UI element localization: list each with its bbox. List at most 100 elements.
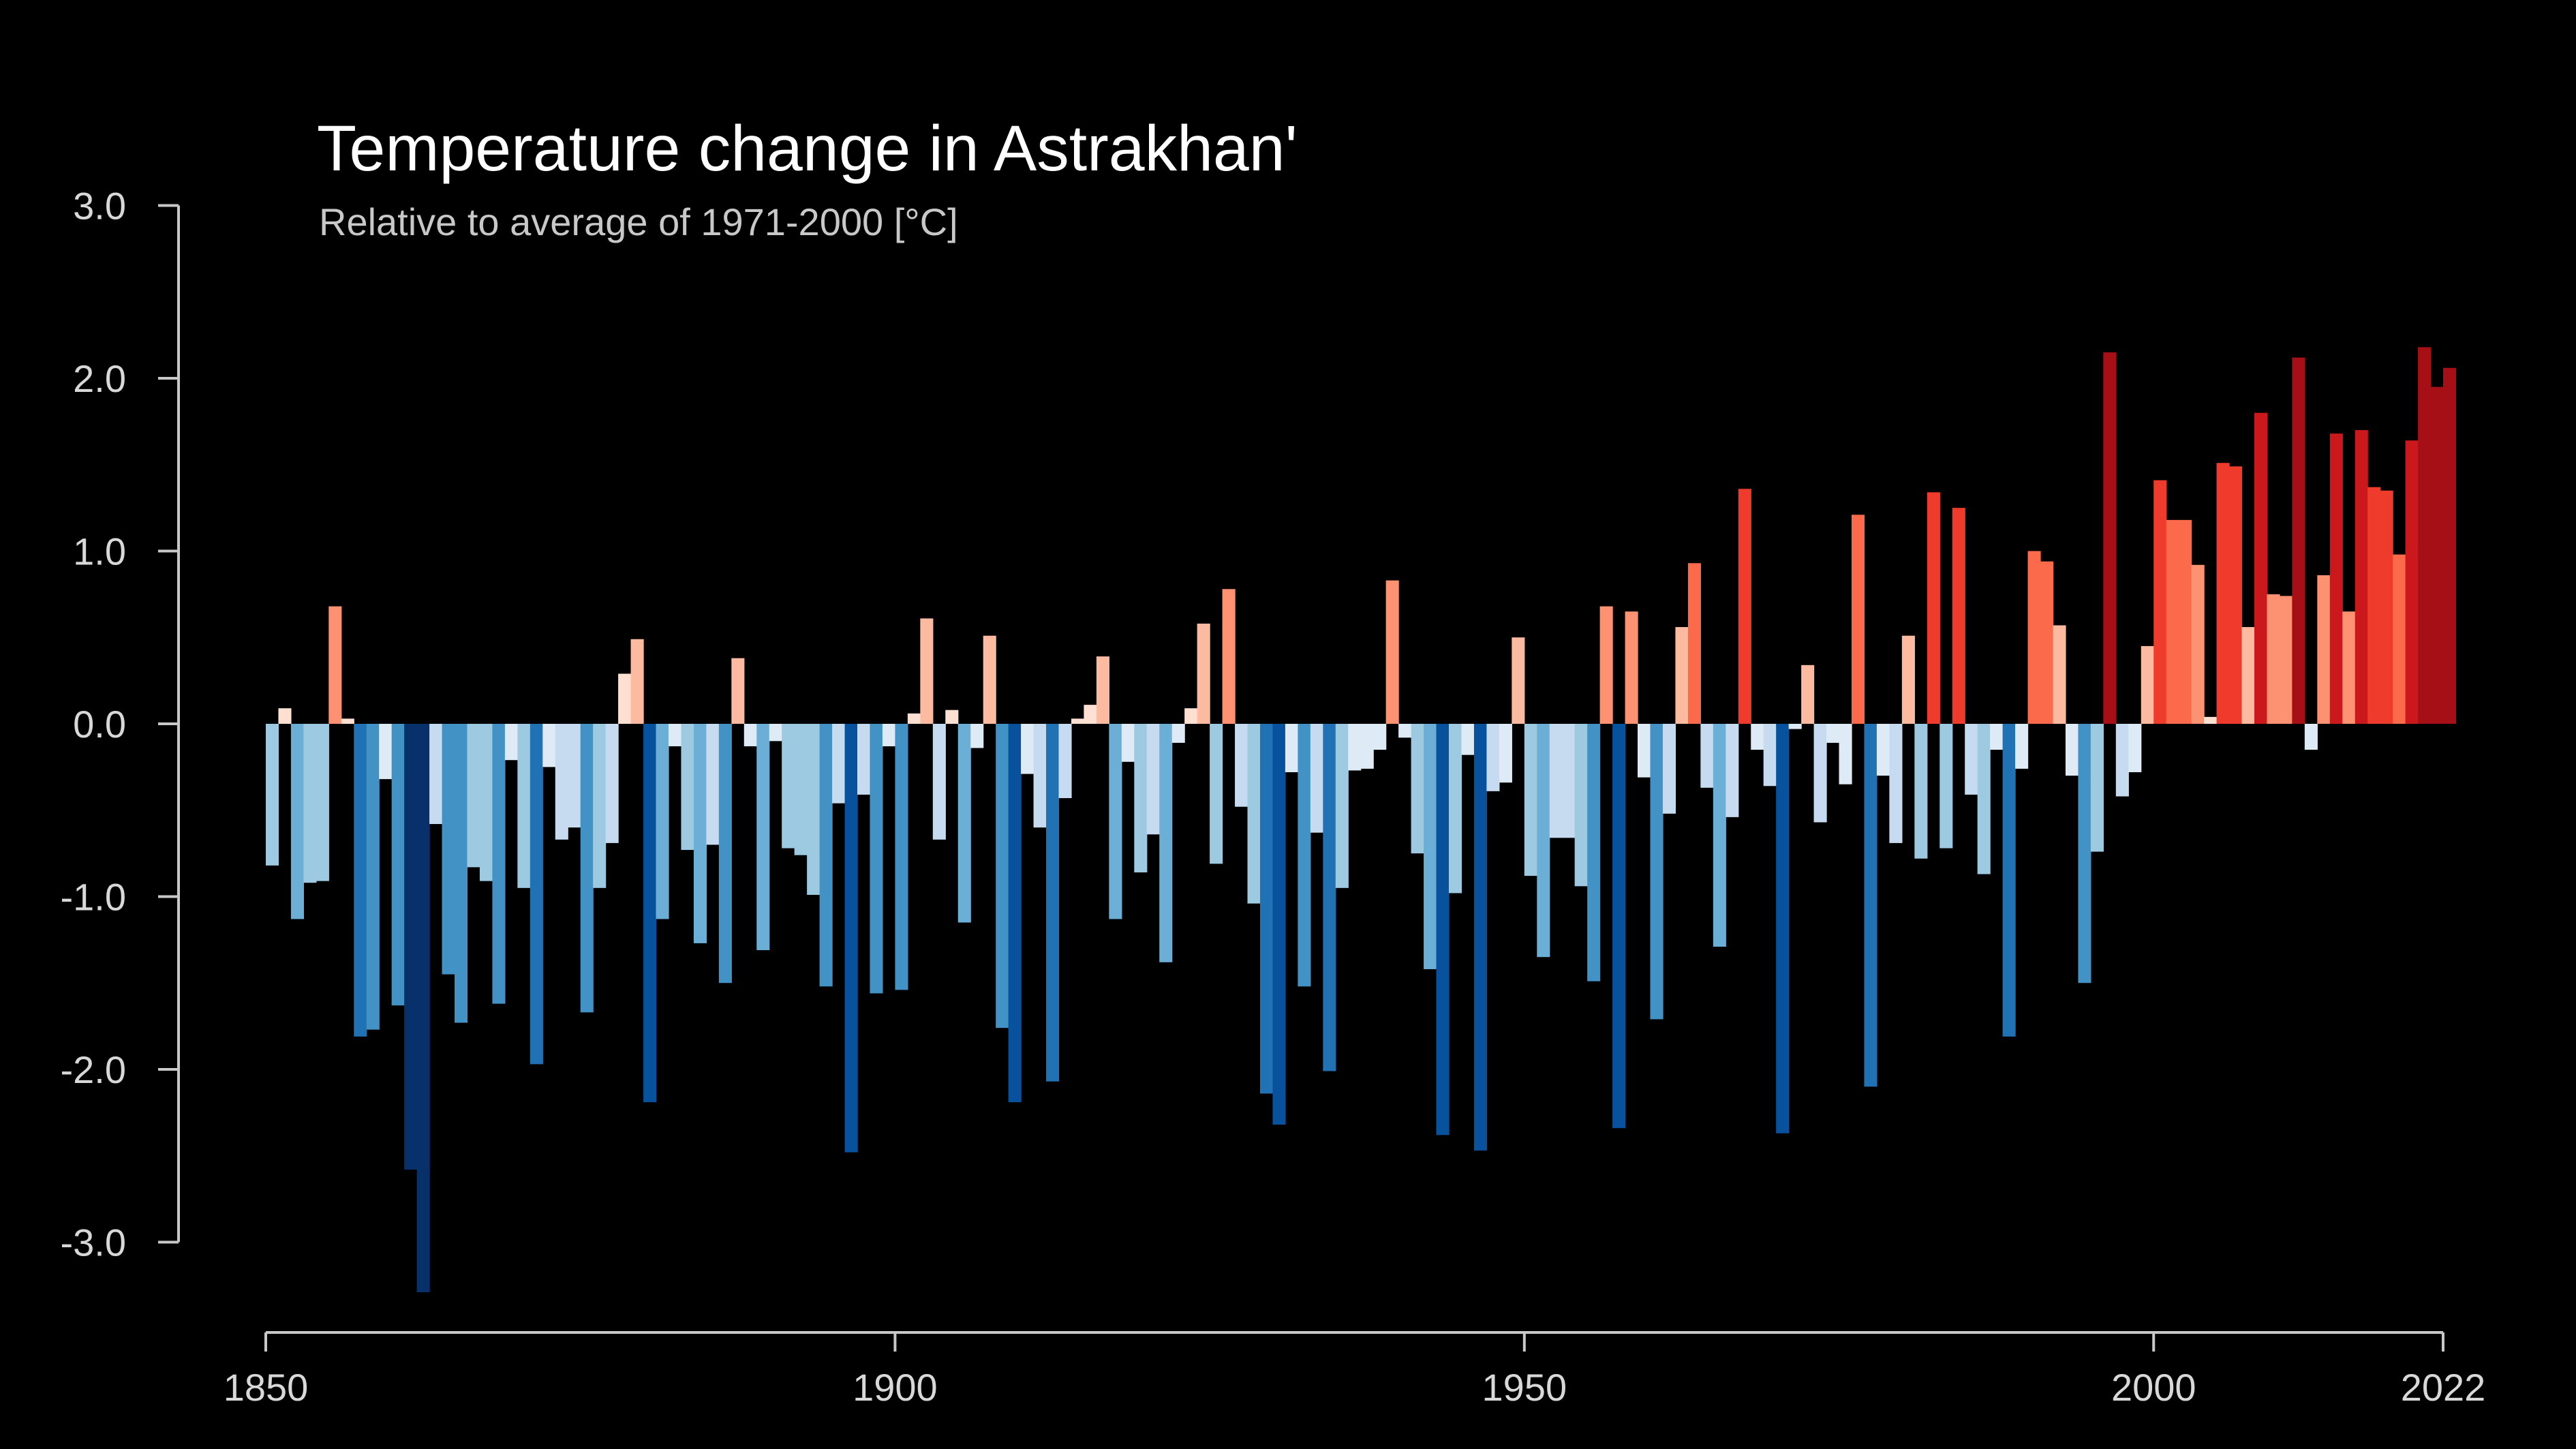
bar-1961 <box>1662 724 1676 814</box>
y-tick-label: -1.0 <box>61 876 127 919</box>
bar-1967 <box>1738 489 1751 724</box>
bar-1872 <box>542 724 556 767</box>
bar-1927 <box>1235 724 1248 807</box>
bar-1857 <box>354 724 367 1037</box>
bar-1862 <box>416 724 430 1293</box>
bar-1885 <box>706 724 720 845</box>
bar-1930 <box>1272 724 1286 1125</box>
bar-1991 <box>2040 561 2054 724</box>
y-axis: 3.0 2.0 1.0 0.0 -1.0 -2.0 -3.0 <box>61 185 180 1264</box>
bar-2006 <box>2229 466 2243 724</box>
bar-1864 <box>442 724 455 975</box>
bar-1906 <box>970 724 984 748</box>
bar-1956 <box>1599 606 1613 724</box>
bar-1981 <box>1914 724 1928 859</box>
bar-2001 <box>2166 519 2179 724</box>
bar-1856 <box>341 718 354 724</box>
bar-1854 <box>316 724 329 881</box>
bar-2012 <box>2304 724 2318 750</box>
bar-2009 <box>2267 594 2280 724</box>
bar-1945 <box>1461 724 1475 755</box>
bar-1895 <box>832 724 846 804</box>
bar-1912 <box>1046 724 1060 1082</box>
x-tick-label: 2022 <box>2401 1366 2486 1409</box>
bar-1984 <box>1952 508 1965 724</box>
bar-1859 <box>379 724 393 780</box>
bar-2007 <box>2241 627 2255 724</box>
y-tick-label: 3.0 <box>73 185 126 228</box>
bar-1935 <box>1335 724 1349 888</box>
bar-1870 <box>517 724 531 888</box>
bar-1909 <box>1008 724 1022 1103</box>
bar-2018 <box>2380 490 2393 724</box>
bar-1938 <box>1373 724 1387 750</box>
bar-1964 <box>1700 724 1714 788</box>
bar-1992 <box>2053 625 2066 724</box>
y-tick-label: 2.0 <box>73 357 126 400</box>
bar-1883 <box>681 724 694 851</box>
bar-1955 <box>1587 724 1601 981</box>
bar-1915 <box>1084 705 1097 724</box>
bar-2000 <box>2153 480 2167 724</box>
bar-1861 <box>404 724 418 1170</box>
bar-1882 <box>668 724 682 746</box>
bar-1917 <box>1109 724 1122 919</box>
bar-1891 <box>782 724 795 849</box>
bar-1997 <box>2115 724 2129 797</box>
bar-1977 <box>1864 724 1877 1087</box>
bar-undefined <box>2443 367 2457 724</box>
bar-1962 <box>1675 627 1689 724</box>
bar-1950 <box>1524 724 1537 876</box>
bar-1966 <box>1726 724 1739 817</box>
bar-1987 <box>1990 724 2004 750</box>
bar-1932 <box>1298 724 1311 987</box>
bar-2016 <box>2355 430 2368 724</box>
bar-1879 <box>630 639 644 724</box>
bar-1852 <box>290 724 305 919</box>
y-tick-label: -3.0 <box>61 1221 127 1264</box>
bar-1899 <box>882 724 896 746</box>
bar-1881 <box>656 724 669 919</box>
bar-1942 <box>1424 724 1437 969</box>
bar-1993 <box>2065 724 2079 776</box>
chart-title: Temperature change in Astrakhan' <box>317 112 1298 185</box>
bar-1924 <box>1197 623 1210 724</box>
bar-2010 <box>2279 596 2293 724</box>
bar-2013 <box>2317 575 2331 724</box>
bar-1978 <box>1876 724 1890 776</box>
bar-1953 <box>1562 724 1576 838</box>
bar-1934 <box>1323 724 1336 1071</box>
bar-1948 <box>1499 724 1512 783</box>
y-tick-label: 1.0 <box>73 530 126 573</box>
bar-1871 <box>530 724 543 1065</box>
bar-1954 <box>1574 724 1588 887</box>
bar-1999 <box>2141 645 2154 724</box>
bar-1933 <box>1310 724 1323 833</box>
bar-2022 <box>2430 386 2444 724</box>
bar-1949 <box>1512 637 1525 724</box>
bar-1865 <box>455 724 468 1023</box>
bar-1940 <box>1398 724 1412 738</box>
bar-1995 <box>2090 724 2104 852</box>
bar-1919 <box>1134 724 1148 873</box>
bar-1876 <box>593 724 607 888</box>
bar-1975 <box>1839 724 1852 784</box>
bar-1925 <box>1210 724 1223 864</box>
bar-1969 <box>1763 724 1777 787</box>
x-tick-label: 2000 <box>2111 1366 2196 1409</box>
bar-1979 <box>1889 724 1903 843</box>
bar-1959 <box>1638 724 1651 778</box>
bar-1922 <box>1171 724 1185 743</box>
bar-1897 <box>857 724 871 795</box>
y-tick-label: 0.0 <box>73 703 126 746</box>
bar-1886 <box>718 724 732 983</box>
bar-1907 <box>983 635 996 724</box>
bar-1971 <box>1788 724 1802 729</box>
bar-1875 <box>580 724 594 1013</box>
bar-1946 <box>1473 724 1488 1151</box>
bar-1976 <box>1851 515 1865 724</box>
bar-1916 <box>1096 656 1109 724</box>
bar-1900 <box>895 724 908 990</box>
bar-2021 <box>2418 347 2432 724</box>
bar-1889 <box>756 724 770 951</box>
